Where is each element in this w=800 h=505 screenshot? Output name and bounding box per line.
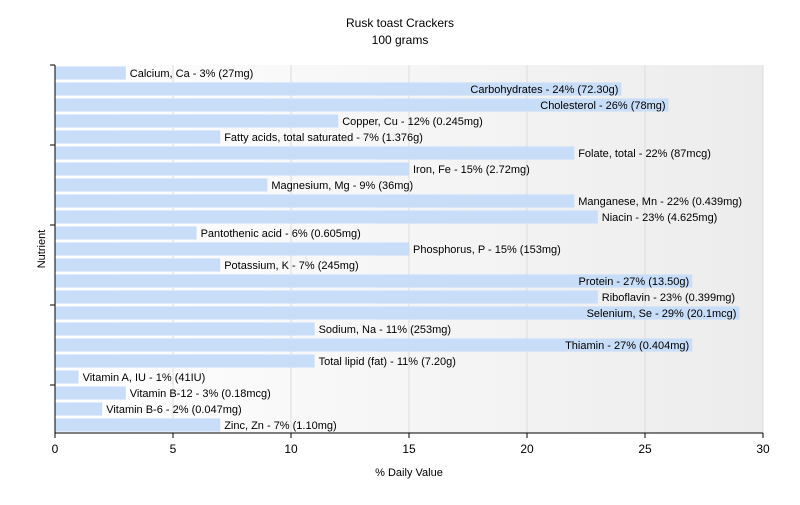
bar-label: Vitamin B-12 - 3% (0.18mcg): [130, 388, 271, 400]
bar: [55, 210, 598, 224]
bar: [55, 306, 740, 320]
bar-label: Magnesium, Mg - 9% (36mg): [271, 180, 413, 192]
bar-label: Riboflavin - 23% (0.399mg): [602, 292, 735, 304]
x-tick-label: 5: [170, 442, 177, 456]
x-tick-label: 0: [52, 442, 59, 456]
bar-label: Folate, total - 22% (87mcg): [578, 148, 711, 160]
bar-label: Calcium, Ca - 3% (27mg): [130, 68, 253, 80]
bar-label: Manganese, Mn - 22% (0.439mg): [578, 196, 742, 208]
x-tick-label: 30: [756, 442, 770, 456]
bar-label: Potassium, K - 7% (245mg): [224, 260, 359, 272]
bar-label: Copper, Cu - 12% (0.245mg): [342, 116, 483, 128]
bar-label: Vitamin B-6 - 2% (0.047mg): [106, 404, 242, 416]
x-tick-label: 20: [520, 442, 534, 456]
bar-label: Cholesterol - 26% (78mg): [540, 100, 665, 112]
chart-subtitle: 100 grams: [372, 33, 429, 47]
bar-label: Niacin - 23% (4.625mg): [602, 212, 718, 224]
bar: [55, 66, 126, 80]
bar: [55, 226, 197, 240]
x-tick-label: 10: [284, 442, 298, 456]
axes: [50, 64, 764, 438]
bar: [55, 178, 268, 192]
bar-label: Sodium, Na - 11% (253mg): [319, 324, 451, 336]
bar-label: Fatty acids, total saturated - 7% (1.376…: [224, 132, 423, 144]
bar-label: Selenium, Se - 29% (20.1mcg): [587, 308, 737, 320]
bar: [55, 402, 103, 416]
bar-label: Vitamin A, IU - 1% (41IU): [83, 372, 206, 384]
bar: [55, 194, 575, 208]
bar: [55, 114, 339, 128]
x-axis-label: % Daily Value: [375, 467, 443, 479]
bar: [55, 290, 598, 304]
bar: [55, 274, 693, 288]
bar-label: Carbohydrates - 24% (72.30g): [470, 84, 618, 96]
bar: [55, 82, 622, 96]
bar: [55, 338, 693, 352]
bar: [55, 98, 669, 112]
bar: [55, 322, 315, 336]
bar-label: Pantothenic acid - 6% (0.605mg): [201, 228, 361, 240]
bar: [55, 354, 315, 368]
bar: [55, 370, 79, 384]
x-tick-label: 25: [638, 442, 652, 456]
bar-label: Protein - 27% (13.50g): [579, 276, 690, 288]
bar-label: Iron, Fe - 15% (2.72mg): [413, 164, 530, 176]
bars: [55, 66, 740, 432]
bar: [55, 242, 409, 256]
bar-label: Zinc, Zn - 7% (1.10mg): [224, 420, 336, 432]
bar-label: Total lipid (fat) - 11% (7.20g): [319, 356, 456, 368]
bar: [55, 162, 409, 176]
bar: [55, 130, 221, 144]
bar: [55, 258, 221, 272]
bar-label: Phosphorus, P - 15% (153mg): [413, 244, 561, 256]
bar: [55, 418, 221, 432]
x-tick-label: 15: [402, 442, 416, 456]
bar-label: Thiamin - 27% (0.404mg): [565, 340, 689, 352]
x-tick-labels: 0 5 10 15 20 25 30: [52, 442, 770, 456]
chart-title: Rusk toast Crackers: [346, 16, 454, 30]
bar: [55, 146, 575, 160]
y-axis-label: Nutrient: [36, 230, 48, 269]
bar: [55, 386, 126, 400]
bar-labels: Calcium, Ca - 3% (27mg) Carbohydrates - 2…: [83, 68, 742, 432]
